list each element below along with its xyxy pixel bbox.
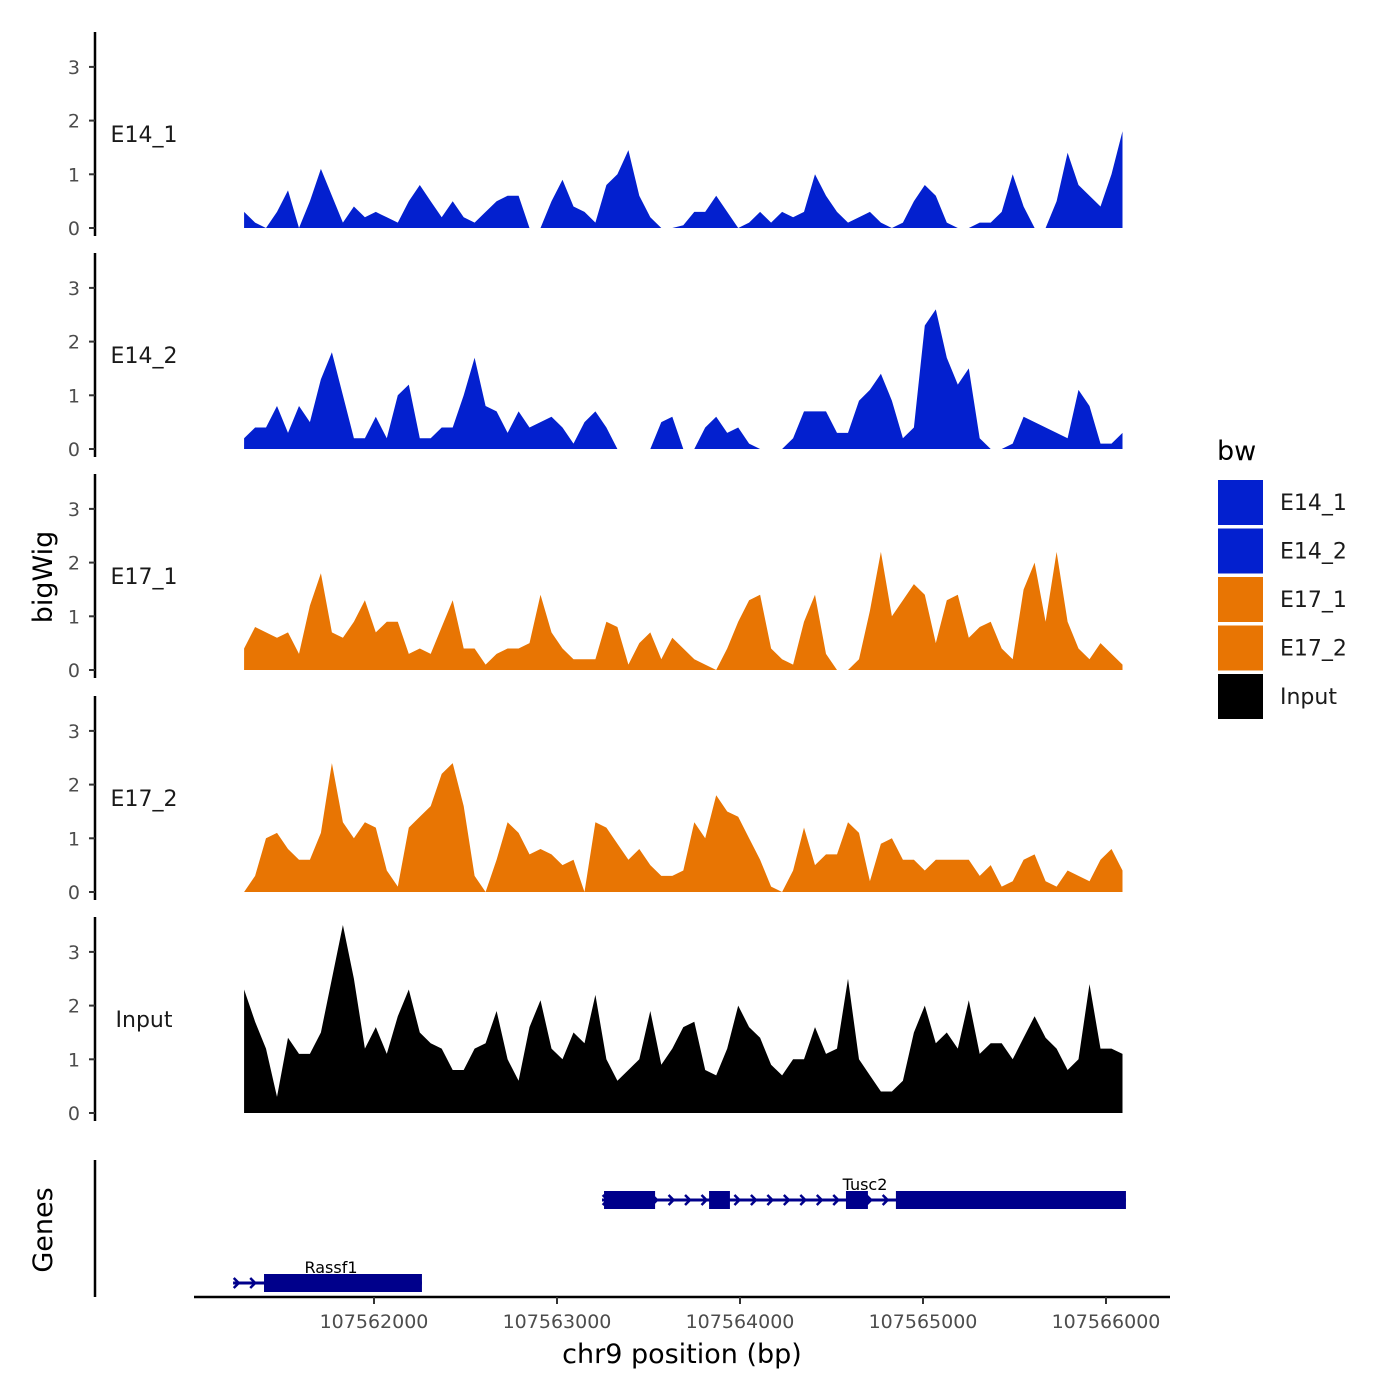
y-tick-label: 0: [68, 882, 80, 904]
x-tick-label: 107565000: [869, 1311, 978, 1333]
strand-arrow-icon: [667, 1194, 676, 1206]
gene-exon: [709, 1191, 730, 1209]
y-tick-label: 3: [68, 278, 80, 300]
legend-item: E17_1: [1218, 577, 1347, 622]
y-tick-label: 0: [68, 218, 80, 240]
y-tick-label: 2: [68, 332, 80, 354]
track-label: Input: [116, 1008, 173, 1033]
track-label: E17_1: [111, 565, 178, 590]
legend-label: E14_1: [1280, 491, 1347, 516]
legend-swatch: [1218, 528, 1263, 574]
y-tick-label: 1: [68, 164, 80, 186]
legend-item: E14_2: [1218, 528, 1347, 574]
legend-item: E17_2: [1218, 625, 1347, 671]
x-axis-title: chr9 position (bp): [562, 1339, 802, 1370]
y-tick-label: 2: [68, 553, 80, 575]
y-tick-label: 3: [68, 721, 80, 743]
x-tick-label: 107562000: [320, 1311, 429, 1333]
legend-item: E14_1: [1218, 480, 1347, 525]
track-input: 0 1 2 3 Input: [68, 917, 1123, 1125]
y-tick-label: 1: [68, 385, 80, 407]
x-tick-label: 107563000: [503, 1311, 612, 1333]
x-tick-label: 107564000: [686, 1311, 795, 1333]
legend-label: E17_1: [1280, 588, 1347, 613]
gene-rassf1: Rassf1: [232, 1258, 422, 1292]
legend-label: E14_2: [1280, 540, 1347, 565]
y-tick-label: 3: [68, 499, 80, 521]
strand-arrow-icon: [799, 1194, 808, 1206]
strand-arrow-icon: [815, 1194, 824, 1206]
track-label: E17_2: [111, 787, 178, 812]
legend-swatch: [1218, 480, 1263, 525]
track-e14_1: 0 1 2 3 E14_1: [68, 32, 1123, 240]
gene-exon: [895, 1191, 1126, 1209]
legend-swatch: [1218, 674, 1263, 719]
y-tick-label: 3: [68, 57, 80, 79]
y-tick-label: 1: [68, 606, 80, 628]
legend-swatch: [1218, 577, 1263, 622]
strand-arrow-icon: [782, 1194, 791, 1206]
coverage-area: [244, 309, 1123, 449]
track-e17_1: 0 1 2 3 E17_1: [68, 474, 1123, 682]
strand-arrow-icon: [832, 1194, 841, 1206]
coverage-area: [244, 925, 1123, 1113]
legend-item: Input: [1218, 674, 1337, 719]
strand-arrow-icon: [733, 1194, 742, 1206]
strand-arrow-icon: [232, 1277, 241, 1289]
genes-axis-title: Genes: [28, 1187, 59, 1272]
coverage-area: [244, 131, 1123, 228]
legend-label: E17_2: [1280, 637, 1347, 662]
y-tick-label: 0: [68, 439, 80, 461]
legend-swatch: [1218, 625, 1263, 671]
y-tick-label: 2: [68, 996, 80, 1018]
strand-arrow-icon: [249, 1277, 257, 1289]
gene-exon: [604, 1191, 656, 1209]
track-label: E14_1: [111, 123, 178, 148]
strand-arrow-icon: [881, 1194, 890, 1206]
y-tick-label: 3: [68, 942, 80, 964]
coverage-area: [244, 551, 1123, 670]
legend-label: Input: [1280, 685, 1337, 710]
y-axis-title: bigWig: [28, 531, 59, 624]
strand-arrow-icon: [684, 1194, 692, 1206]
gene-tusc2: Tusc2: [601, 1175, 1126, 1209]
strand-arrow-icon: [700, 1194, 709, 1206]
y-tick-label: 0: [68, 1103, 80, 1125]
gene-label: Rassf1: [304, 1258, 357, 1277]
x-tick-label: 107566000: [1052, 1311, 1161, 1333]
gene-exon: [845, 1191, 868, 1209]
track-label: E14_2: [111, 344, 178, 369]
y-tick-label: 1: [68, 828, 80, 850]
gene-exon: [264, 1274, 422, 1292]
coverage-area: [244, 763, 1123, 892]
strand-arrow-icon: [766, 1194, 775, 1206]
strand-arrow-icon: [750, 1194, 758, 1206]
track-e14_2: 0 1 2 3 E14_2: [68, 253, 1123, 461]
gene-label: Tusc2: [842, 1175, 888, 1194]
y-tick-label: 0: [68, 660, 80, 682]
y-tick-label: 1: [68, 1049, 80, 1071]
track-e17_2: 0 1 2 3 E17_2: [68, 696, 1123, 904]
legend-title: bw: [1217, 436, 1256, 467]
y-tick-label: 2: [68, 775, 80, 797]
y-tick-label: 2: [68, 111, 80, 133]
